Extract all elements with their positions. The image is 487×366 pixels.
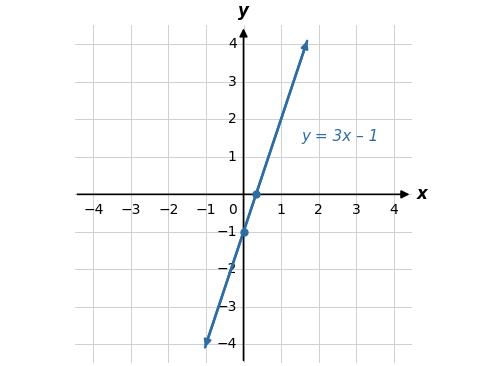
Text: −4: −4 (83, 203, 104, 217)
Text: 2: 2 (314, 203, 323, 217)
Text: 0: 0 (228, 203, 237, 217)
Text: 1: 1 (277, 203, 285, 217)
Text: 2: 2 (228, 112, 237, 126)
Text: x: x (417, 185, 428, 203)
Text: 1: 1 (228, 150, 237, 164)
Text: −3: −3 (216, 300, 237, 314)
Text: −1: −1 (196, 203, 216, 217)
Text: −4: −4 (216, 337, 237, 351)
Text: −3: −3 (121, 203, 141, 217)
Text: 3: 3 (352, 203, 360, 217)
Text: −2: −2 (158, 203, 179, 217)
Text: y = 3x – 1: y = 3x – 1 (301, 129, 379, 144)
Text: 4: 4 (228, 37, 237, 51)
Text: y: y (238, 2, 249, 20)
Text: 4: 4 (389, 203, 398, 217)
Text: −1: −1 (216, 225, 237, 239)
Text: 3: 3 (228, 75, 237, 89)
Text: −2: −2 (216, 262, 237, 276)
